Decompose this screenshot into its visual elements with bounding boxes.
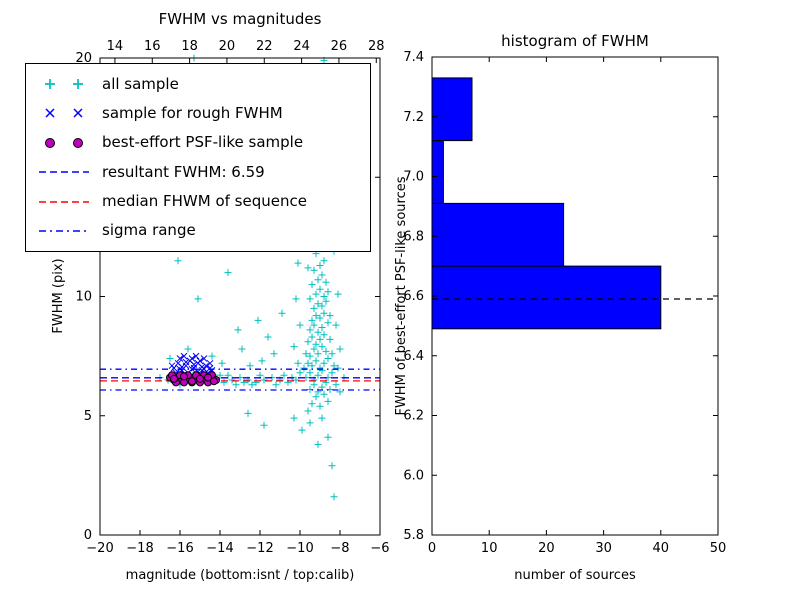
legend: all sample sample for rough FWHM best-ef…: [25, 63, 371, 252]
tick-label: −20: [86, 541, 113, 556]
legend-item-psf-sample: best-effort PSF-like sample: [36, 129, 360, 157]
tick-label: 10: [481, 541, 498, 556]
tick-label: 50: [710, 541, 727, 556]
left-plot-title: FWHM vs magnitudes: [159, 10, 322, 28]
psf-sample-point: [210, 377, 218, 386]
psf-sample-point: [196, 374, 204, 383]
tick-label: 22: [256, 39, 273, 54]
left-plot-ticks: −20 −18 −16 −14 −12 −10 −8 −6 14 16 18 20 22 24 26 28 0 5…: [75, 39, 389, 556]
tick-label: 28: [368, 39, 385, 54]
left-plot-ylabel: FWHM (pix): [51, 258, 66, 333]
legend-item-median-fwhm: median FHWM of sequence: [36, 188, 360, 216]
tick-label: 6.6: [403, 289, 424, 304]
tick-label: 26: [331, 39, 348, 54]
right-plot-ticks: 0 10 20 30 40 50 5.8 6.0 6.2 6.4 6.6 6.8 7.0 7.2 7.4: [403, 50, 726, 556]
x-marker-icon: [36, 104, 92, 122]
legend-item-all-sample: all sample: [36, 70, 360, 98]
legend-label: best-effort PSF-like sample: [102, 133, 304, 152]
tick-label: 7.2: [403, 110, 424, 125]
circle-marker-icon: [36, 134, 92, 152]
hist-bar: [431, 77, 473, 142]
hist-bar: [431, 140, 444, 204]
tick-label: 24: [293, 39, 310, 54]
tick-label: 6.0: [403, 468, 424, 483]
tick-label: −10: [286, 541, 313, 556]
right-plot-ylabel: FWHM of best-effort PSF-like sources: [394, 176, 409, 415]
legend-item-resultant-fwhm: resultant FWHM: 6.59: [36, 158, 360, 186]
psf-sample-point: [180, 372, 188, 381]
psf-sample-point: [188, 377, 196, 386]
left-plot: −20 −18 −16 −14 −12 −10 −8 −6 14 16 18 20 22 24 26 28 0 5…: [51, 10, 390, 583]
right-plot-title: histogram of FWHM: [501, 32, 649, 50]
tick-label: −6: [370, 541, 389, 556]
tick-label: 30: [595, 541, 612, 556]
tick-label: 6.4: [403, 349, 424, 364]
tick-label: 14: [107, 39, 124, 54]
legend-label: sigma range: [102, 221, 196, 240]
hist-bar: [431, 202, 565, 267]
right-plot-xlabel: number of sources: [514, 568, 636, 583]
dashdot-blue-line-icon: [36, 222, 92, 240]
psf-sample-point: [170, 374, 178, 383]
tick-label: 10: [75, 290, 92, 305]
tick-label: 6.8: [403, 229, 424, 244]
tick-label: −18: [126, 541, 153, 556]
legend-item-sigma-range: sigma range: [36, 217, 360, 245]
tick-label: 5.8: [403, 528, 424, 543]
tick-label: 5: [84, 409, 92, 424]
legend-label: resultant FWHM: 6.59: [102, 162, 265, 181]
hist-bar: [431, 265, 662, 330]
plus-marker-icon: [36, 75, 92, 93]
right-plot: 0 10 20 30 40 50 5.8 6.0 6.2 6.4 6.6 6.8 7.0 7.2 7.4 h…: [394, 32, 726, 583]
left-plot-xlabel: magnitude (bottom:isnt / top:calib): [126, 568, 355, 583]
psf-sample-point: [204, 373, 212, 382]
tick-label: 20: [538, 541, 555, 556]
tick-label: −16: [166, 541, 193, 556]
dashed-blue-line-icon: [36, 163, 92, 181]
legend-label: median FHWM of sequence: [102, 192, 307, 211]
tick-label: −14: [206, 541, 233, 556]
tick-label: −12: [246, 541, 273, 556]
tick-label: 7.0: [403, 170, 424, 185]
legend-label: all sample: [102, 74, 179, 93]
right-plot-series: [431, 77, 718, 330]
tick-label: 18: [181, 39, 198, 54]
tick-label: 0: [84, 528, 92, 543]
legend-item-rough-fwhm: sample for rough FWHM: [36, 99, 360, 127]
tick-label: 16: [144, 39, 161, 54]
legend-label: sample for rough FWHM: [102, 103, 283, 122]
dashed-red-line-icon: [36, 193, 92, 211]
tick-label: 40: [653, 541, 670, 556]
left-plot-series: [100, 54, 380, 501]
tick-label: 7.4: [403, 50, 424, 65]
tick-label: 0: [428, 541, 436, 556]
tick-label: 20: [75, 51, 92, 66]
tick-label: 20: [219, 39, 236, 54]
tick-label: −8: [330, 541, 349, 556]
tick-label: 6.2: [403, 409, 424, 424]
